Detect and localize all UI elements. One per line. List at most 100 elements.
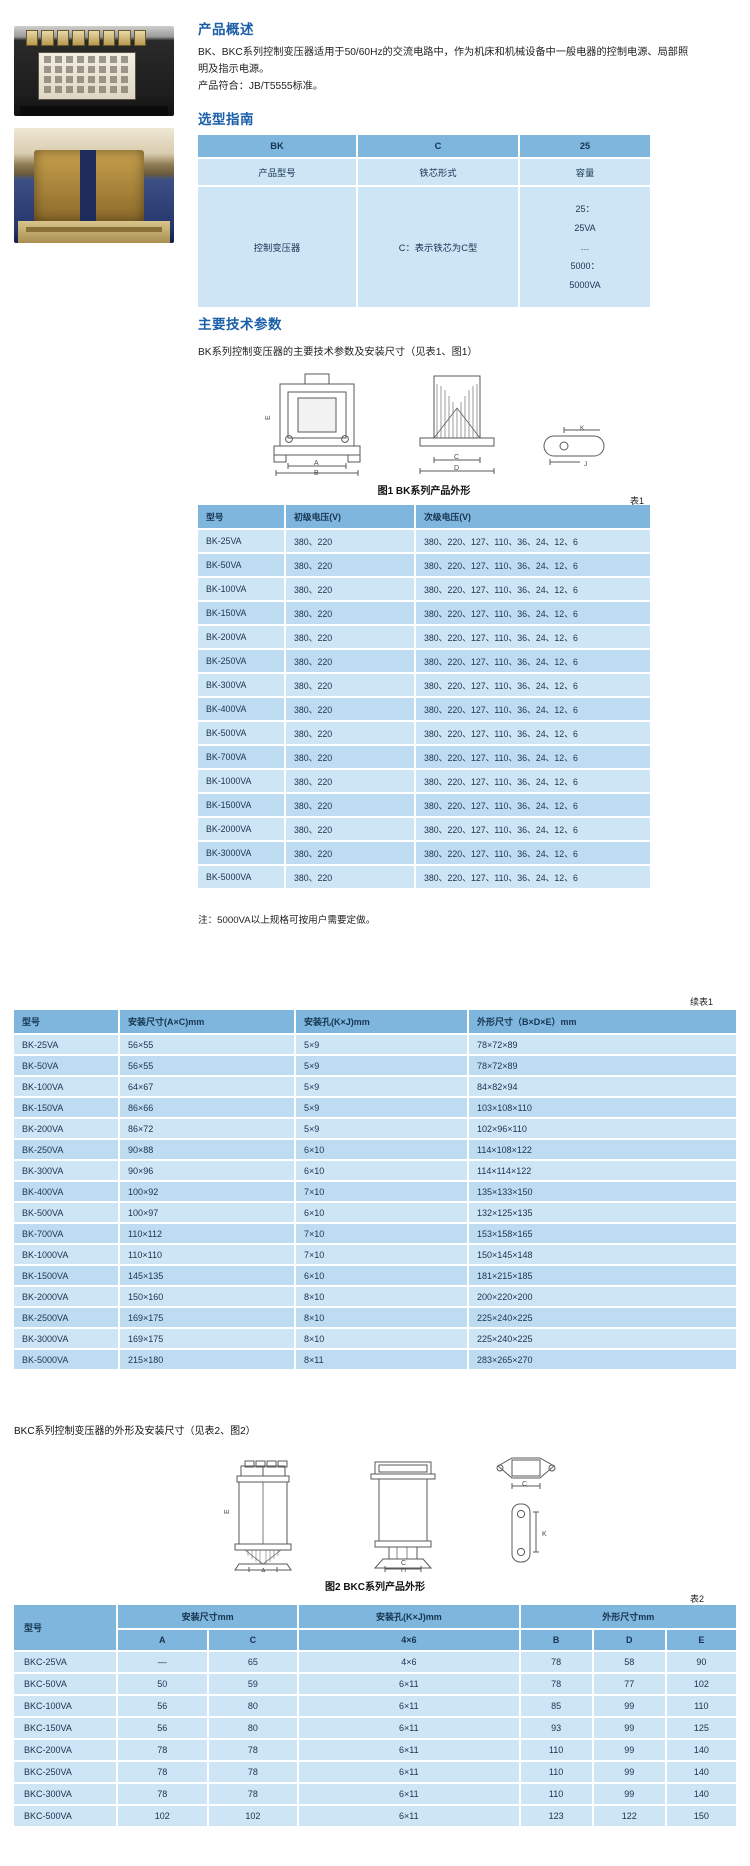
table1-header-primary: 初级电压(V) bbox=[285, 505, 416, 530]
cell-value: 78×72×89 bbox=[468, 1034, 736, 1056]
photo-nameplate bbox=[38, 52, 136, 100]
cell-value: 90×96 bbox=[119, 1160, 296, 1182]
cell-value: 6×11 bbox=[298, 1717, 521, 1740]
cell-value: 86×66 bbox=[119, 1097, 296, 1119]
cell-value: 380、220、127、110、36、24、12、6 bbox=[415, 841, 650, 866]
cell-value: 380、220、127、110、36、24、12、6 bbox=[415, 529, 650, 554]
cell-value: 169×175 bbox=[119, 1328, 296, 1350]
table-row: BK-200VA 86×72 5×9 102×96×110 bbox=[14, 1118, 736, 1140]
cell-model: BK-100VA bbox=[14, 1076, 120, 1098]
cell-value: 56×55 bbox=[119, 1034, 296, 1056]
cell-value: 380、220 bbox=[285, 865, 416, 890]
table-row: BK-200VA 380、220 380、220、127、110、36、24、12、… bbox=[198, 625, 650, 650]
cell-value: 78 bbox=[519, 1673, 594, 1696]
cell-value: 380、220、127、110、36、24、12、6 bbox=[415, 649, 650, 674]
cell-value: 380、220、127、110、36、24、12、6 bbox=[415, 601, 650, 626]
cell-model: BK-700VA bbox=[14, 1223, 120, 1245]
cell-value: 78×72×89 bbox=[468, 1055, 736, 1077]
capacity-line-1: 25： bbox=[575, 203, 595, 214]
cell-value: 90×88 bbox=[119, 1139, 296, 1161]
table-row: BK-250VA 90×88 6×10 114×108×122 bbox=[14, 1139, 736, 1161]
overview-paragraph-1: BK、BKC系列控制变压器适用于50/60Hz的交流电路中，作为机床和机械设备中… bbox=[198, 47, 689, 75]
cell-value: 64×67 bbox=[119, 1076, 296, 1098]
cell-model: BKC-300VA bbox=[14, 1783, 118, 1806]
capacity-line-3: … bbox=[580, 241, 590, 252]
figure2-side-view: C D bbox=[345, 1452, 465, 1572]
cell-value: 6×10 bbox=[295, 1265, 469, 1287]
cell-model: BK-250VA bbox=[198, 649, 286, 674]
cell-value: 380、220、127、110、36、24、12、6 bbox=[415, 697, 650, 722]
cell-value: 380、220、127、110、36、24、12、6 bbox=[415, 673, 650, 698]
table1cont-body: BK-25VA 56×55 5×9 78×72×89 BK-50VA 56×55 5×9 78… bbox=[14, 1034, 736, 1371]
table1-technical-parameters: 型号 初级电压(V) 次级电压(V) BK-25VA 380、220 380、220… bbox=[198, 505, 650, 890]
selection-meaning-model: 产品型号 bbox=[198, 158, 358, 187]
cell-value: 6×10 bbox=[295, 1139, 469, 1161]
cell-value: 380、220、127、110、36、24、12、6 bbox=[415, 721, 650, 746]
cell-value: 85 bbox=[519, 1695, 594, 1718]
table-row: BK-250VA 380、220 380、220、127、110、36、24、12、… bbox=[198, 649, 650, 674]
table2-bkc-dimensions: 型号 安装尺寸mm 安装孔(K×J)mm 外形尺寸mm A C 4×6 B D … bbox=[14, 1605, 736, 1828]
cell-value: 150×160 bbox=[119, 1286, 296, 1308]
table1-continued-label: 续表1 bbox=[690, 997, 714, 1007]
cell-value: 99 bbox=[592, 1761, 667, 1784]
cell-value: 99 bbox=[592, 1783, 667, 1806]
table-row: BK-1500VA 145×135 6×10 181×215×185 bbox=[14, 1265, 736, 1287]
cell-value: 78 bbox=[117, 1761, 209, 1784]
table-row: BK-1000VA 380、220 380、220、127、110、36、24、12… bbox=[198, 769, 650, 794]
table-row: BK-500VA 100×97 6×10 132×125×135 bbox=[14, 1202, 736, 1224]
cell-value: 56×55 bbox=[119, 1055, 296, 1077]
cell-value: 380、220、127、110、36、24、12、6 bbox=[415, 553, 650, 578]
cell-value: 6×10 bbox=[295, 1160, 469, 1182]
product-photo-column bbox=[14, 26, 179, 243]
table2-subheader-e: E bbox=[665, 1629, 736, 1652]
cell-value: 380、220、127、110、36、24、12、6 bbox=[415, 577, 650, 602]
table-row: BK-100VA 380、220 380、220、127、110、36、24、12、… bbox=[198, 577, 650, 602]
cell-value: 380、220 bbox=[285, 553, 416, 578]
cell-value: 380、220 bbox=[285, 577, 416, 602]
cell-model: BK-200VA bbox=[198, 625, 286, 650]
capacity-line-5: 5000VA bbox=[569, 279, 601, 290]
table-row: BK-1000VA 110×110 7×10 150×145×148 bbox=[14, 1244, 736, 1266]
table1cont-header-holes: 安装孔(K×J)mm bbox=[295, 1010, 469, 1035]
table-row: BK-300VA 90×96 6×10 114×114×122 bbox=[14, 1160, 736, 1182]
cell-value: 380、220 bbox=[285, 697, 416, 722]
capacity-line-4: 5000： bbox=[570, 260, 600, 271]
table-row: BK-25VA 380、220 380、220、127、110、36、24、12、6 bbox=[198, 529, 650, 554]
photo-bracket bbox=[18, 221, 170, 243]
table-row: BKC-25VA —65 4×6 78 58 90 bbox=[14, 1651, 736, 1674]
table2-sub-header-row: A C 4×6 B D E bbox=[14, 1629, 736, 1652]
section-title-parameters: 主要技术参数 bbox=[198, 317, 282, 332]
figure1-caption: 图1 BK系列产品外形 bbox=[377, 486, 471, 497]
cell-model: BK-500VA bbox=[14, 1202, 120, 1224]
cell-value: 225×240×225 bbox=[468, 1328, 736, 1350]
figure2-caption: 图2 BKC系列产品外形 bbox=[324, 1582, 425, 1593]
svg-text:E: E bbox=[265, 415, 272, 420]
cell-value: 380、220、127、110、36、24、12、6 bbox=[415, 769, 650, 794]
svg-text:J: J bbox=[584, 461, 587, 468]
table-row: BK-25VA 56×55 5×9 78×72×89 bbox=[14, 1034, 736, 1056]
photo-base bbox=[20, 106, 168, 116]
cell-value: 100×92 bbox=[119, 1181, 296, 1203]
cell-value: 56 bbox=[117, 1695, 209, 1718]
table-row: BK-400VA 380、220 380、220、127、110、36、24、12、… bbox=[198, 697, 650, 722]
cell-value: 145×135 bbox=[119, 1265, 296, 1287]
cell-value: 102 bbox=[665, 1673, 736, 1696]
cell-model: BK-1000VA bbox=[198, 769, 286, 794]
cell-value: 140 bbox=[665, 1761, 736, 1784]
cell-value: 7×10 bbox=[295, 1244, 469, 1266]
cell-model: BKC-50VA bbox=[14, 1673, 118, 1696]
cell-model: BK-400VA bbox=[198, 697, 286, 722]
cell-value: 153×158×165 bbox=[468, 1223, 736, 1245]
table-row: BK-2500VA 169×175 8×10 225×240×225 bbox=[14, 1307, 736, 1329]
cell-value: 380、220 bbox=[285, 817, 416, 842]
cell-model: BK-2500VA bbox=[14, 1307, 120, 1329]
page-title-overview: 产品概述 bbox=[198, 22, 254, 37]
cell-model: BK-2000VA bbox=[14, 1286, 120, 1308]
cell-value: 125 bbox=[665, 1717, 736, 1740]
cell-value: 100×97 bbox=[119, 1202, 296, 1224]
cell-value: — bbox=[117, 1651, 209, 1674]
cell-value: 78 bbox=[117, 1739, 209, 1762]
cell-value: 110 bbox=[519, 1761, 594, 1784]
cell-value: 6×11 bbox=[298, 1739, 521, 1762]
cell-value: 93 bbox=[519, 1717, 594, 1740]
